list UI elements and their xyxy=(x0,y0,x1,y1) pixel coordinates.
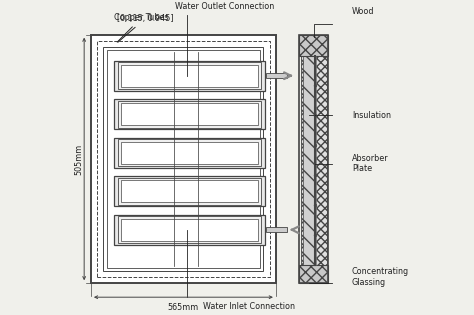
Text: Concentrating
Glassing: Concentrating Glassing xyxy=(352,267,409,287)
Bar xyxy=(114,61,265,91)
Bar xyxy=(314,56,316,265)
Bar xyxy=(303,56,314,265)
Bar xyxy=(118,62,261,89)
Text: [0.115, 0.945]: [0.115, 0.945] xyxy=(118,14,174,42)
Bar xyxy=(103,47,264,271)
Bar xyxy=(114,215,265,245)
Bar xyxy=(91,35,276,283)
Bar xyxy=(300,35,328,56)
Bar xyxy=(114,176,265,206)
Bar xyxy=(266,227,287,232)
Text: Water Inlet Connection: Water Inlet Connection xyxy=(203,302,295,311)
Bar xyxy=(118,101,261,128)
Bar xyxy=(121,180,258,203)
Bar xyxy=(300,35,328,283)
Text: Absorber
Plate: Absorber Plate xyxy=(352,154,389,173)
Text: 505mm: 505mm xyxy=(74,143,83,175)
Text: 565mm: 565mm xyxy=(168,303,199,312)
Text: Insulation: Insulation xyxy=(352,111,391,120)
Bar xyxy=(118,139,261,166)
Bar xyxy=(118,178,261,205)
Bar xyxy=(121,103,258,125)
Bar xyxy=(300,265,328,283)
Bar xyxy=(121,219,258,241)
Bar xyxy=(91,35,276,283)
Bar xyxy=(114,99,265,129)
Bar xyxy=(301,35,327,283)
Bar xyxy=(121,65,258,87)
Bar xyxy=(118,216,261,243)
Text: Copper Tubes: Copper Tubes xyxy=(114,13,169,42)
Bar xyxy=(107,50,260,268)
Bar xyxy=(97,41,270,277)
Text: Wood: Wood xyxy=(352,7,374,16)
Bar xyxy=(266,73,287,78)
Bar xyxy=(114,138,265,168)
Text: Water Outlet Connection: Water Outlet Connection xyxy=(175,3,274,11)
Bar xyxy=(121,141,258,164)
